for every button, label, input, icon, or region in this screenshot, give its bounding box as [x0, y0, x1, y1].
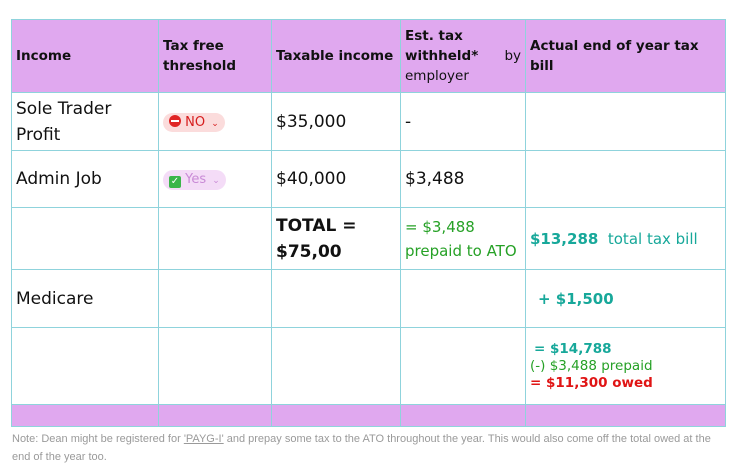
- total-tax-bill: $13,288 total tax bill: [525, 207, 726, 270]
- header-actual-tax-bill: Actual end of year tax bill: [525, 19, 726, 93]
- empty-cell: [11, 327, 159, 405]
- threshold-dropdown-yes[interactable]: ✓ Yes ⌄: [163, 170, 226, 190]
- empty-cell: [525, 404, 726, 427]
- empty-cell: [158, 207, 272, 270]
- footer-band-row: [11, 404, 726, 427]
- threshold-cell: ✓ Yes ⌄: [158, 150, 272, 208]
- chevron-down-icon: ⌄: [212, 176, 220, 186]
- header-est-bold: Est. tax withheld*: [405, 28, 479, 64]
- medicare-amount: + $1,500: [525, 269, 726, 328]
- summary-row: = $14,788 (-) $3,488 prepaid = $11,300 o…: [11, 327, 726, 405]
- footnote-text-before: Note: Dean might be registered for: [12, 433, 184, 445]
- header-income: Income: [11, 19, 159, 93]
- empty-cell: [271, 327, 401, 405]
- actual-cell: [525, 150, 726, 208]
- no-entry-icon: [169, 115, 181, 127]
- threshold-cell: NO ⌄: [158, 92, 272, 151]
- empty-cell: [11, 207, 159, 270]
- total-row: TOTAL = $75,00 = $3,488 prepaid to ATO $…: [11, 207, 726, 270]
- empty-cell: [271, 269, 401, 328]
- threshold-value: Yes: [185, 172, 207, 187]
- empty-cell: [158, 269, 272, 328]
- table-row: Admin Job ✓ Yes ⌄ $40,000 $3,488: [11, 150, 726, 208]
- empty-cell: [158, 327, 272, 405]
- summary-line-1: = $14,788: [534, 340, 612, 357]
- empty-cell: [158, 404, 272, 427]
- empty-cell: [400, 327, 526, 405]
- summary-line-3: = $11,300 owed: [530, 374, 653, 391]
- income-cell: Sole Trader Profit: [11, 92, 159, 151]
- actual-cell: [525, 92, 726, 151]
- header-est-tax-withheld: Est. tax withheld* by employer: [400, 19, 526, 93]
- income-cell: Admin Job: [11, 150, 159, 208]
- total-bill-amount: $13,288: [530, 229, 599, 248]
- taxable-cell: $35,000: [271, 92, 401, 151]
- total-bill-label: total tax bill: [607, 229, 698, 248]
- threshold-dropdown-no[interactable]: NO ⌄: [163, 113, 225, 132]
- check-mark-icon: ✓: [169, 176, 181, 188]
- table-row: Sole Trader Profit NO ⌄ $35,000 -: [11, 92, 726, 151]
- empty-cell: [400, 404, 526, 427]
- empty-cell: [400, 269, 526, 328]
- chevron-down-icon: ⌄: [211, 119, 219, 129]
- summary-cell: = $14,788 (-) $3,488 prepaid = $11,300 o…: [525, 327, 726, 405]
- medicare-label: Medicare: [11, 269, 159, 328]
- total-withheld: = $3,488 prepaid to ATO: [400, 207, 526, 270]
- tax-table: Income Tax free threshold Taxable income…: [11, 19, 726, 427]
- header-est-employer: employer: [405, 68, 469, 84]
- withheld-cell: $3,488: [400, 150, 526, 208]
- header-taxable-income: Taxable income: [271, 19, 401, 93]
- summary-line-2: (-) $3,488 prepaid: [530, 357, 653, 374]
- threshold-value: NO: [185, 115, 206, 130]
- header-est-by: by: [504, 48, 521, 64]
- withheld-cell: -: [400, 92, 526, 151]
- empty-cell: [11, 404, 159, 427]
- medicare-row: Medicare + $1,500: [11, 269, 726, 328]
- footnote: Note: Dean might be registered for 'PAYG…: [12, 430, 728, 466]
- total-taxable: TOTAL = $75,00: [271, 207, 401, 270]
- footnote-text-after: and prepay some tax to the ATO throughou…: [12, 433, 711, 463]
- taxable-cell: $40,000: [271, 150, 401, 208]
- header-tax-free-threshold: Tax free threshold: [158, 19, 272, 93]
- payg-i-link: 'PAYG-I': [183, 433, 224, 445]
- empty-cell: [271, 404, 401, 427]
- header-row: Income Tax free threshold Taxable income…: [11, 19, 726, 93]
